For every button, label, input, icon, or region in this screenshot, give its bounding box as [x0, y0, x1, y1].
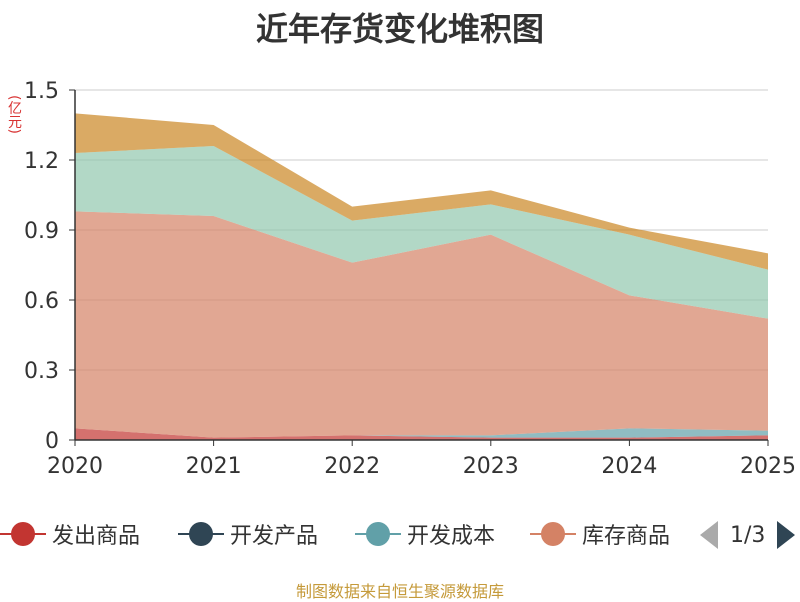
- legend-label-1: 开发产品: [230, 524, 319, 549]
- area-series-0: [75, 428, 768, 440]
- legend-label-3: 库存商品: [582, 524, 671, 549]
- legend-clip: 库存商品: [530, 516, 682, 552]
- area-series-3: [75, 211, 768, 438]
- y-tick-label: 0.6: [24, 289, 59, 314]
- legend-marker-3: [530, 516, 576, 552]
- area-layer: [75, 113, 768, 440]
- area-series-5: [75, 113, 768, 270]
- legend-marker-1: [178, 516, 224, 552]
- x-tick-label: 2022: [324, 454, 380, 479]
- legend-marker-2: [355, 516, 401, 552]
- legend-marker-0: [0, 516, 46, 552]
- x-tick-label: 2020: [47, 454, 103, 479]
- data-source-note: 制图数据来自恒生聚源数据库: [295, 582, 504, 601]
- area-series-4: [75, 146, 768, 319]
- legend-item-0[interactable]: 发出商品: [0, 516, 140, 552]
- y-tick-label: 1.5: [24, 79, 59, 104]
- y-axis-unit: (亿元): [6, 95, 22, 134]
- legend-item-1[interactable]: 开发产品: [178, 516, 318, 552]
- area-series-2: [75, 428, 768, 438]
- axis-layer: 0 0.3 0.6 0.9 1.2 1.5 2020 2021 2022 2023 2024 2025: [24, 79, 796, 479]
- y-tick-label: 1.2: [24, 149, 59, 174]
- x-tick-label: 2025: [740, 454, 796, 479]
- legend-pager: 1/3: [700, 518, 796, 552]
- legend-label-2: 开发成本: [407, 524, 496, 549]
- legend-next-arrow-icon[interactable]: [777, 521, 796, 549]
- y-tick-label: 0: [45, 429, 59, 454]
- x-tick-label: 2024: [601, 454, 657, 479]
- legend: 发出商品 开发产品 开发成本 库存商品: [0, 516, 800, 552]
- y-tick-label: 0.3: [24, 359, 59, 384]
- x-tick-label: 2023: [463, 454, 519, 479]
- legend-prev-arrow-icon[interactable]: [700, 521, 718, 549]
- legend-page-indicator: 1/3: [730, 522, 766, 548]
- y-tick-label: 0.9: [24, 219, 59, 244]
- chart-title: 近年存货变化堆积图: [255, 10, 544, 48]
- legend-item-2[interactable]: 开发成本: [355, 516, 495, 552]
- x-tick-label: 2021: [186, 454, 242, 479]
- legend-item-3[interactable]: 库存商品: [530, 516, 670, 552]
- legend-label-0: 发出商品: [52, 524, 141, 549]
